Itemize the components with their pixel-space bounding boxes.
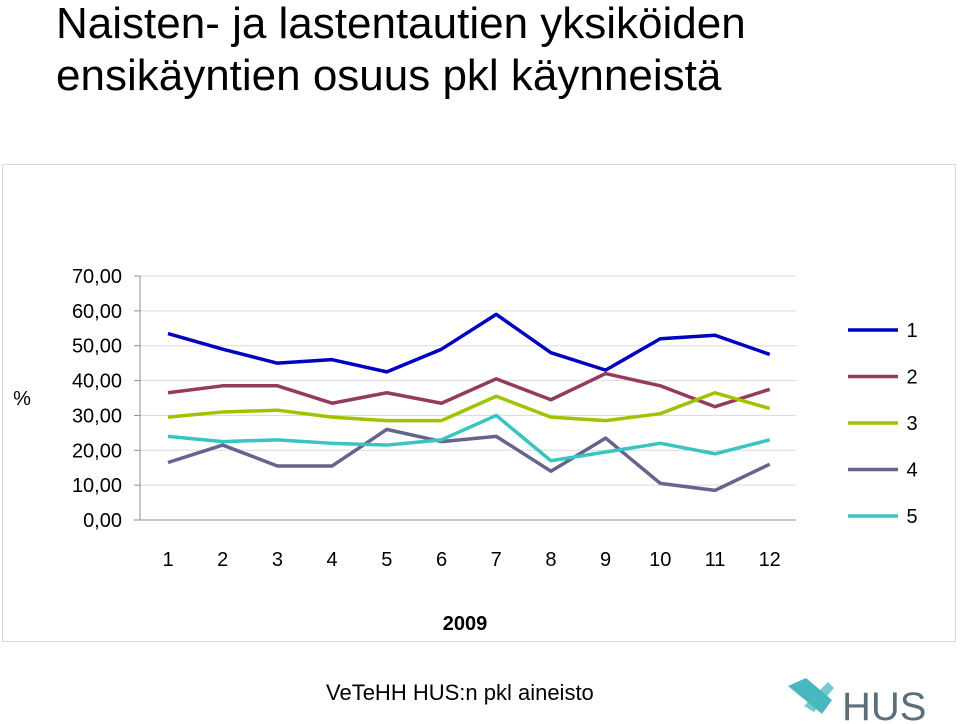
legend-label-4: 4 [906, 460, 917, 482]
y-axis-label: % [13, 388, 31, 410]
y-tick-label: 60,00 [72, 301, 122, 323]
x-axis-label: 2009 [443, 613, 488, 635]
x-tick-label: 4 [327, 549, 338, 571]
x-tick-label: 10 [649, 549, 671, 571]
legend-label-3: 3 [906, 413, 917, 435]
legend-label-2: 2 [906, 367, 917, 389]
series-line-1 [167, 312, 771, 374]
x-tick-label: 3 [272, 549, 283, 571]
page-title: Naisten- ja lastentautien yksiköiden ens… [56, 0, 746, 102]
series-line-3 [167, 391, 771, 423]
chart-frame [2, 164, 956, 642]
y-tick-label: 30,00 [72, 405, 122, 427]
series-line-5 [167, 413, 771, 463]
x-tick-label: 8 [545, 549, 556, 571]
x-tick-label: 6 [436, 549, 447, 571]
hus-logo: HUS [788, 678, 926, 724]
source-note: VeTeHH HUS:n pkl aineisto [326, 680, 594, 705]
y-tick-label: 0,00 [83, 510, 122, 532]
legend-label-1: 1 [906, 320, 917, 342]
hus-logo-text: HUS [842, 685, 926, 724]
hus-logo-mark [788, 678, 834, 714]
y-tick-label: 20,00 [72, 440, 122, 462]
x-tick-label: 2 [217, 549, 228, 571]
x-tick-label: 7 [491, 549, 502, 571]
y-tick-label: 50,00 [72, 336, 122, 358]
series-line-2 [167, 371, 771, 409]
legend-label-5: 5 [906, 506, 917, 528]
x-tick-label: 12 [759, 549, 781, 571]
series-line-4 [167, 427, 771, 493]
title-line-1: Naisten- ja lastentautien yksiköiden [56, 0, 746, 48]
y-tick-label: 70,00 [72, 266, 122, 288]
x-tick-label: 5 [381, 549, 392, 571]
x-tick-label: 11 [705, 549, 726, 571]
y-tick-label: 10,00 [72, 475, 122, 497]
x-tick-label: 1 [162, 549, 173, 571]
x-tick-label: 9 [600, 549, 611, 571]
y-tick-label: 40,00 [72, 371, 122, 393]
title-line-2: ensikäyntien osuus pkl käynneistä [56, 51, 722, 100]
